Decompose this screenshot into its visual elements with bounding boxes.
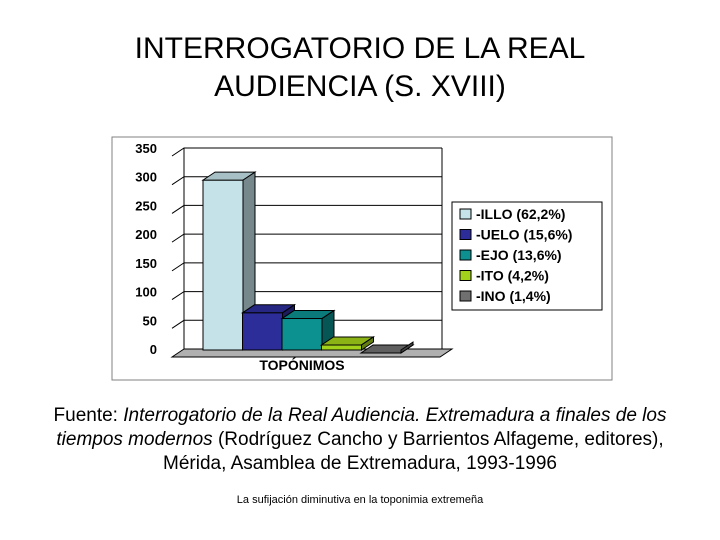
slide-title: INTERROGATORIO DE LA REAL AUDIENCIA (S. … <box>60 30 660 106</box>
legend-label: -ITO (4,2%) <box>476 268 549 284</box>
bar-chart: 0 50 100 150 200 250 300 350 TOPÓNIMOS -ILLO (6… <box>111 136 613 381</box>
gridlines <box>171 147 443 349</box>
legend-box <box>451 201 603 311</box>
bar-front <box>202 179 244 351</box>
legend-swatch <box>459 208 472 220</box>
legend-swatch <box>459 249 472 261</box>
source-prefix: Fuente: <box>53 405 124 426</box>
bar-4 <box>319 336 376 351</box>
bar-side <box>400 341 414 354</box>
bars <box>201 171 415 354</box>
y-tick-label: 300 <box>135 170 157 185</box>
y-tick-label: 200 <box>135 227 157 242</box>
bar-5 <box>359 341 415 354</box>
legend-swatch <box>459 229 472 240</box>
source-details: (Rodríguez Cancho y Barrientos Alfageme,… <box>163 429 664 474</box>
bar-front <box>321 344 362 351</box>
source-title: Interrogatorio de la Real Audiencia. Ext… <box>56 405 667 450</box>
legend-swatch <box>459 290 472 302</box>
legend-label: -INO (1,4%) <box>476 288 551 304</box>
source-note: Fuente: Interrogatorio de la Real Audien… <box>40 404 680 476</box>
y-tick-label: 250 <box>135 198 157 213</box>
bar-front <box>242 312 283 351</box>
y-axis-ticks: 0 50 100 150 200 250 300 350 <box>135 141 157 357</box>
y-tick-label: 100 <box>135 285 157 300</box>
title-line-1: INTERROGATORIO DE LA REAL <box>134 32 586 65</box>
legend-swatch <box>459 270 472 281</box>
bar-side <box>361 336 374 351</box>
y-tick-label: 150 <box>135 256 157 271</box>
legend: -ILLO (62,2%) -UELO (15,6%) -EJO (13,6%) -I… <box>451 201 603 311</box>
y-tick-label: 50 <box>143 313 157 328</box>
title-line-2: AUDIENCIA (S. XVIII) <box>214 70 506 103</box>
y-tick-label: 0 <box>150 342 157 357</box>
footer-caption: La sufijación diminutiva en la toponimia… <box>236 494 484 506</box>
x-axis-label: TOPÓNIMOS <box>259 356 344 373</box>
legend-label: -ILLO (62,2%) <box>476 206 565 222</box>
legend-label: -UELO (15,6%) <box>476 227 572 243</box>
legend-label: -EJO (13,6%) <box>476 247 562 263</box>
bar-1 <box>201 171 257 351</box>
y-tick-label: 350 <box>135 141 157 156</box>
bar-front <box>281 318 323 351</box>
